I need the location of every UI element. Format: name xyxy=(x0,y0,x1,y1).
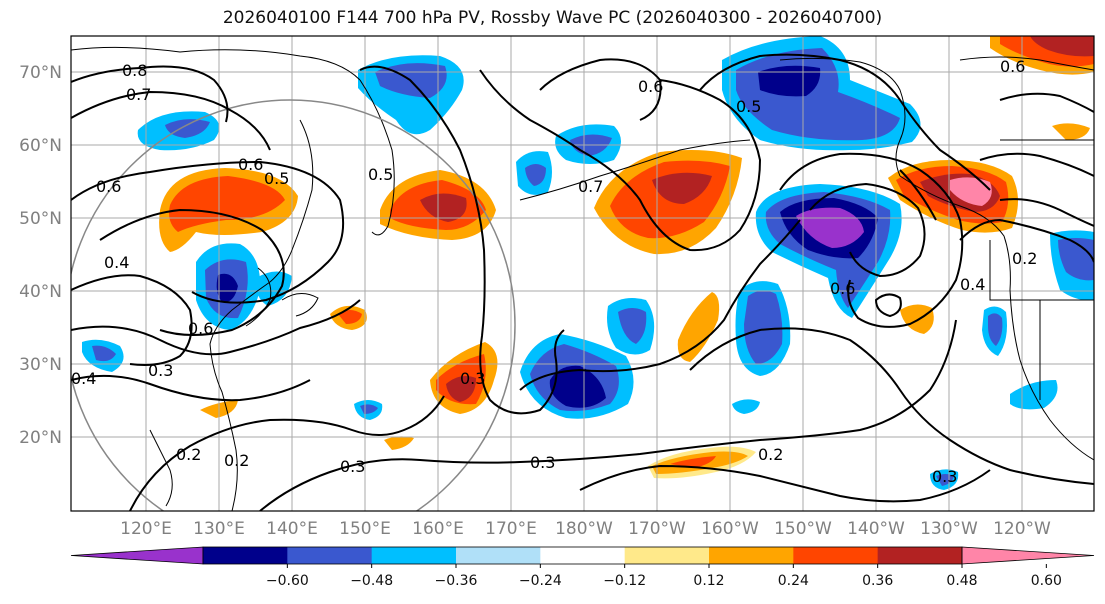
contour-label: 0.4 xyxy=(71,369,96,388)
colorbar-tick-label: −0.36 xyxy=(435,573,478,589)
contour-label: 0.8 xyxy=(122,61,147,80)
contour-label: 0.3 xyxy=(340,457,365,476)
lon-label: 180°W xyxy=(555,519,613,539)
lon-label: 120°E xyxy=(120,519,172,539)
lat-label: 40°N xyxy=(19,282,62,302)
contour-label: 0.6 xyxy=(188,319,213,338)
contour-label: 0.7 xyxy=(578,177,603,196)
colorbar-tick-label: 0.60 xyxy=(1031,573,1062,589)
longitude-labels: 120°E 130°E 140°E 150°E 160°E 170°E 180°… xyxy=(120,519,1051,539)
contour-label: 0.6 xyxy=(638,77,663,96)
graticule xyxy=(71,36,1094,511)
lon-label: 160°E xyxy=(412,519,464,539)
contour-label: 0.5 xyxy=(736,97,761,116)
colorbar-tick-label: −0.24 xyxy=(519,573,562,589)
contour-label: 0.6 xyxy=(1000,57,1025,76)
colorbar-tick-label: −0.60 xyxy=(266,573,309,589)
colorbar-swatch xyxy=(203,547,288,564)
lon-label: 150°W xyxy=(774,519,832,539)
colorbar-tick-label: 0.36 xyxy=(862,573,893,589)
contour-label: 0.4 xyxy=(104,253,129,272)
lon-label: 170°E xyxy=(485,519,537,539)
colorbar-tick-label: 0.48 xyxy=(946,573,977,589)
lat-label: 70°N xyxy=(19,63,62,83)
great-circle xyxy=(71,99,516,511)
latitude-labels: 70°N 60°N 50°N 40°N 30°N 20°N xyxy=(19,63,62,448)
lat-label: 50°N xyxy=(19,209,62,229)
colorbar-swatch xyxy=(624,547,710,564)
contour-label: 0.5 xyxy=(368,165,393,184)
colorbar-frame xyxy=(202,546,963,565)
anomaly-shading xyxy=(82,36,1094,490)
contour-label: 0.2 xyxy=(176,445,201,464)
lon-label: 130°W xyxy=(920,519,978,539)
contour-label: 0.2 xyxy=(224,451,249,470)
colorbar-swatch xyxy=(540,547,626,564)
contour-label: 0.5 xyxy=(264,169,289,188)
lon-label: 120°W xyxy=(993,519,1051,539)
pv-contours xyxy=(71,53,1094,511)
contour-label: 0.6 xyxy=(830,279,855,298)
contour-label: 0.3 xyxy=(460,369,485,388)
colorbar-swatch xyxy=(793,547,879,564)
colorbar-extend-low xyxy=(70,546,204,565)
contour-label: 0.7 xyxy=(126,85,151,104)
contour-label: 0.3 xyxy=(530,453,555,472)
lon-label: 150°E xyxy=(339,519,391,539)
contour-label: 0.2 xyxy=(1012,249,1037,268)
colorbar-tick-label: −0.12 xyxy=(603,573,646,589)
lon-label: 170°W xyxy=(628,519,686,539)
contour-label: 0.2 xyxy=(758,445,783,464)
lon-label: 140°W xyxy=(847,519,905,539)
colorbar-tick-label: 0.12 xyxy=(693,573,724,589)
colorbar-swatch xyxy=(371,547,457,564)
lat-label: 30°N xyxy=(19,355,62,375)
colorbar-swatch xyxy=(287,547,373,564)
lat-label: 20°N xyxy=(19,428,62,448)
colorbar-extend-high xyxy=(961,546,1095,565)
contour-label: 0.3 xyxy=(148,361,173,380)
map-plot-area: 0.8 0.7 0.6 0.6 0.5 0.5 0.7 0.6 0.4 0.6 … xyxy=(71,36,1094,511)
colorbar-tick-label: −0.48 xyxy=(350,573,393,589)
lon-label: 130°E xyxy=(193,519,245,539)
contour-label: 0.6 xyxy=(96,177,121,196)
lon-label: 160°W xyxy=(701,519,759,539)
colorbar-swatch xyxy=(456,547,541,564)
contour-label: 0.3 xyxy=(932,467,957,486)
colorbar: −0.60 −0.48 −0.36 −0.24 −0.12 0.12 0.24 0.36 0.4… xyxy=(70,546,1095,589)
map-title: 2026040100 F144 700 hPa PV, Rossby Wave … xyxy=(222,8,883,28)
contour-labels: 0.8 0.7 0.6 0.6 0.5 0.5 0.7 0.6 0.4 0.6 … xyxy=(71,57,1037,486)
colorbar-tick-label: 0.24 xyxy=(778,573,809,589)
map-frame xyxy=(70,35,1095,512)
lat-label: 60°N xyxy=(19,136,62,156)
lon-label: 140°E xyxy=(266,519,318,539)
colorbar-swatch xyxy=(709,547,794,564)
contour-label: 0.4 xyxy=(960,275,985,294)
contour-label: 0.6 xyxy=(238,155,263,174)
colorbar-swatch xyxy=(877,547,963,564)
